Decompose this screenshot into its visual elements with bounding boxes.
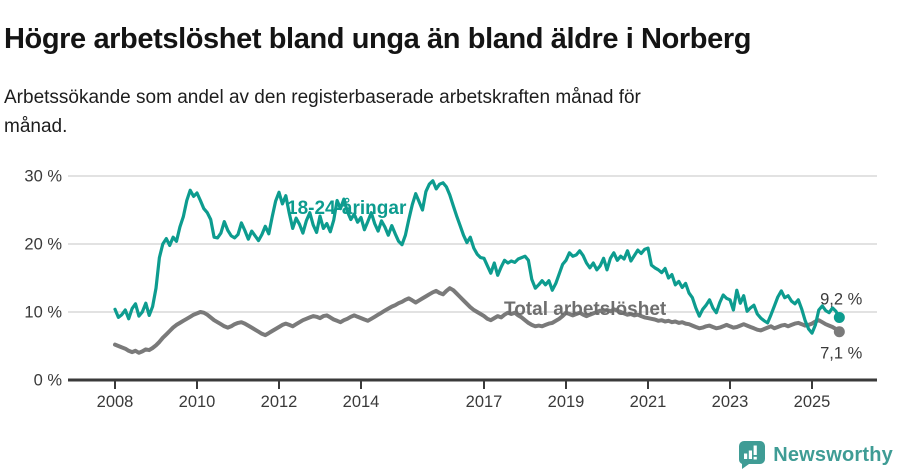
chart-subtitle: Arbetssökande som andel av den registerb… xyxy=(4,83,844,141)
end-value-total: 7,1 % xyxy=(820,345,863,363)
chart-svg: 0 % 10 % 20 % 30 % 2008 2010 2012 2014 2017 2019 2… xyxy=(24,168,877,411)
x-axis-label: 2010 xyxy=(179,393,216,411)
y-axis-label: 20 % xyxy=(24,236,62,254)
newsworthy-wordmark: Newsworthy xyxy=(773,443,893,466)
newsworthy-chart-bubble-icon xyxy=(739,441,766,469)
chart-subtitle-line-2: månad. xyxy=(4,116,68,137)
x-axis-label: 2008 xyxy=(97,393,134,411)
y-axis-label: 10 % xyxy=(24,304,62,322)
series-label-young: 18-24-åringar xyxy=(287,198,407,219)
series-label-total: Total arbetslöshet xyxy=(504,299,667,320)
x-axis-label: 2025 xyxy=(794,393,831,411)
page-title: Högre arbetslöshet bland unga än bland ä… xyxy=(4,23,752,56)
series-line-total xyxy=(113,286,842,355)
x-axis-label: 2012 xyxy=(261,393,298,411)
end-dot-young xyxy=(833,311,845,323)
y-axis-label: 30 % xyxy=(24,168,62,186)
y-axis-label: 0 % xyxy=(34,372,63,390)
end-value-young: 9,2 % xyxy=(820,290,863,308)
x-axis-label: 2017 xyxy=(466,393,503,411)
x-axis-label: 2019 xyxy=(548,393,585,411)
line-chart: 0 % 10 % 20 % 30 % 2008 2010 2012 2014 2017 2019 2… xyxy=(0,148,900,416)
newsworthy-logo: Newsworthy xyxy=(739,441,893,469)
series-line-young xyxy=(113,179,841,335)
x-axis-label: 2023 xyxy=(712,393,749,411)
x-axis-label: 2021 xyxy=(630,393,667,411)
x-axis-label: 2014 xyxy=(343,393,380,411)
chart-subtitle-line-1: Arbetssökande som andel av den registerb… xyxy=(4,87,641,108)
end-dot-total xyxy=(833,326,845,338)
